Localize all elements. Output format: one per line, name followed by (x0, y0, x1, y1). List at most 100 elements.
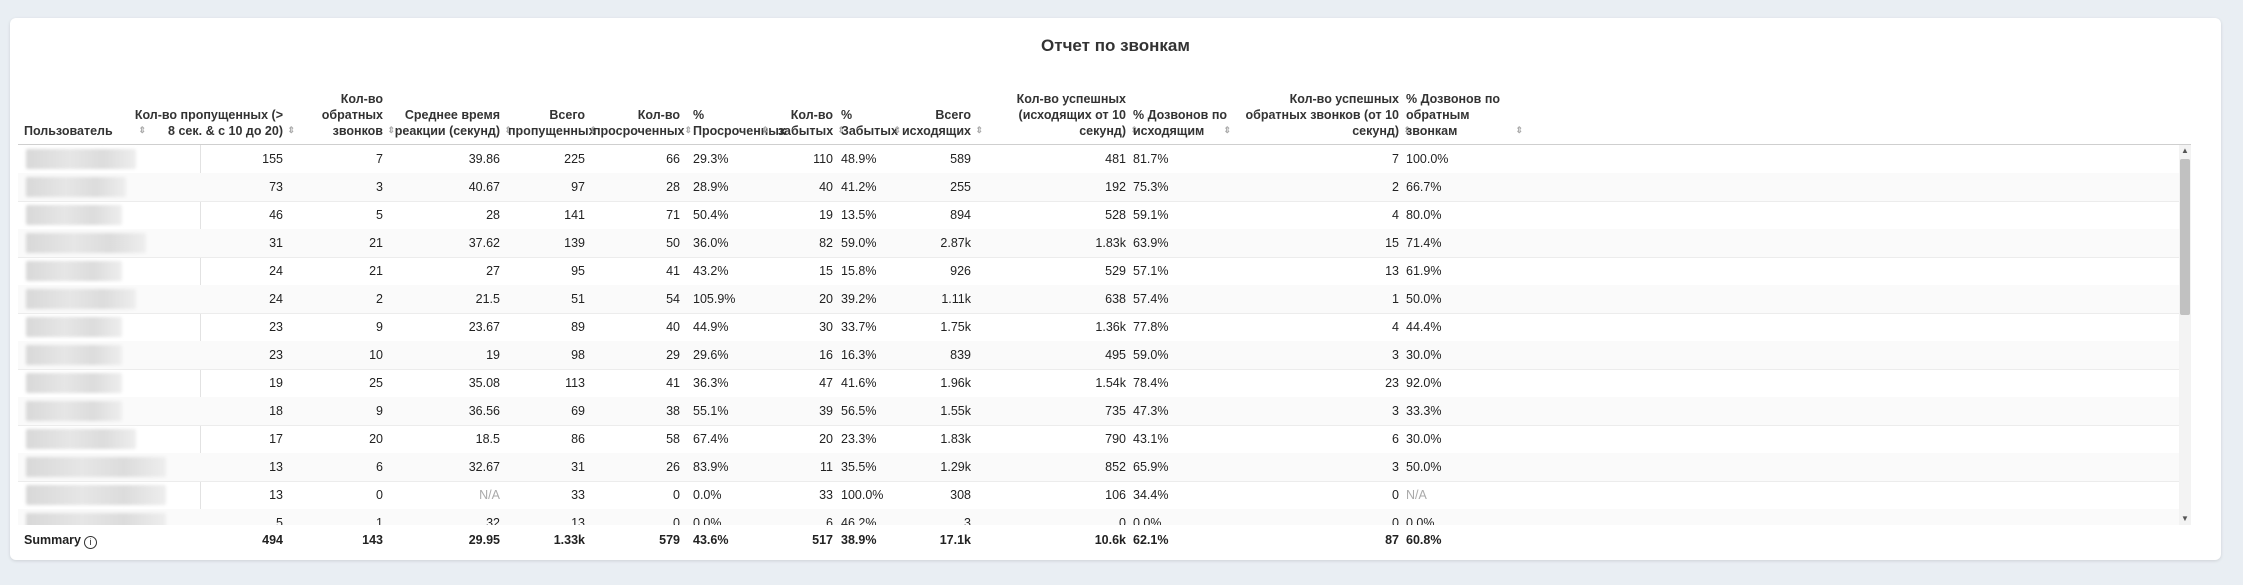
table-row[interactable]: 18 9 36.56 69 38 55.1% 39 56.5% 1.55k 735 47.3% 3 33… (18, 397, 2179, 426)
table-cell: 9 (376, 320, 383, 334)
table-cell: 19 (486, 348, 500, 362)
scroll-up-icon[interactable]: ▲ (2181, 146, 2189, 155)
column-header-9[interactable]: % Забытых ⇕ (841, 88, 901, 144)
table-cell: 59.0% (841, 236, 877, 250)
column-header-13[interactable]: Кол-во успешных обратных звонков (от 10 … (1238, 88, 1411, 144)
table-cell: 7 (376, 152, 383, 166)
table-row[interactable]: 24 2 21.5 51 54 105.9% 20 39.2% 1.11k 638 57.4% 1 50… (18, 285, 2179, 314)
user-name-redacted (26, 233, 146, 253)
table-cell: 66.7% (1406, 180, 1442, 194)
table-cell: 18 (269, 404, 283, 418)
info-icon[interactable]: i (83, 536, 97, 549)
column-header-5[interactable]: Всего пропущенных ⇕ (508, 88, 597, 144)
table-cell: 15 (1385, 236, 1399, 250)
sort-icon[interactable]: ⇕ (837, 125, 845, 135)
summary-cell: 38.9% (841, 533, 877, 547)
column-header-7[interactable]: % Просроченных ⇕ (693, 88, 786, 144)
table-row[interactable]: 24 21 27 95 41 43.2% 15 15.8% 926 529 57.1% 13 61.9% (18, 257, 2179, 286)
sort-icon[interactable]: ⇕ (504, 125, 512, 135)
table-cell: 1 (376, 516, 383, 525)
summary-cell: 143 (362, 533, 383, 547)
table-cell: 6 (826, 516, 833, 525)
table-cell: 46.2% (841, 516, 877, 525)
sort-icon[interactable]: ⇕ (387, 125, 395, 135)
sort-icon[interactable]: ⇕ (589, 125, 597, 135)
table-cell: 3 (964, 516, 971, 525)
sort-icon[interactable]: ⇕ (975, 125, 983, 135)
sort-icon[interactable]: ⇕ (138, 125, 146, 135)
report-card: Отчет по звонкам Пользователь ⇕ Кол-во про… (10, 18, 2221, 560)
column-header-8[interactable]: Кол-во забытых ⇕ (778, 88, 845, 144)
column-header-label: % Забытых (841, 108, 898, 138)
column-header-1[interactable]: Пользователь ⇕ (24, 88, 146, 144)
table-body[interactable]: 155 7 39.86 225 66 29.3% 110 48.9% 589 481 81.7% 7 1… (18, 145, 2179, 525)
table-row[interactable]: 73 3 40.67 97 28 28.9% 40 41.2% 255 192 75.3% 2 66.7… (18, 173, 2179, 202)
column-header-label: % Дозвонов по исходящим (1133, 108, 1228, 138)
table-cell: 1.96k (940, 376, 971, 390)
column-header-14[interactable]: % Дозвонов по обратным звонкам ⇕ (1406, 88, 1523, 144)
column-header-12[interactable]: % Дозвонов по исходящим ⇕ (1133, 88, 1231, 144)
summary-cell: 494 (262, 533, 283, 547)
table-cell: 9 (376, 404, 383, 418)
sort-icon[interactable]: ⇕ (893, 125, 901, 135)
table-cell: 6 (376, 460, 383, 474)
table-cell: 35.08 (468, 376, 500, 390)
sort-icon[interactable]: ⇕ (684, 125, 692, 135)
column-header-label: Всего исходящих (902, 108, 971, 138)
table-row[interactable]: 13 0 N/A 33 0 0.0% 33 100.0% 308 106 34.4% 0 N/A (18, 481, 2179, 510)
column-header-4[interactable]: Среднее время реакции (секунд) ⇕ (393, 88, 512, 144)
sort-icon[interactable]: ⇕ (1403, 125, 1411, 135)
table-cell: 1.55k (940, 404, 971, 418)
sort-icon[interactable]: ⇕ (761, 125, 769, 135)
table-cell: 86 (571, 432, 585, 446)
table-cell: 54 (666, 292, 680, 306)
table-cell: 1 (1392, 292, 1399, 306)
table-cell: 926 (950, 264, 971, 278)
column-header-11[interactable]: Кол-во успешных (исходящих от 10 секунд)… (978, 88, 1138, 144)
table-row[interactable]: 17 20 18.5 86 58 67.4% 20 23.3% 1.83k 790 43.1% 6 30… (18, 425, 2179, 454)
table-cell: 21.5 (475, 292, 500, 306)
table-cell: 528 (1105, 208, 1126, 222)
table-row[interactable]: 155 7 39.86 225 66 29.3% 110 48.9% 589 481 81.7% 7 1… (18, 145, 2179, 174)
table-cell: 78.4% (1133, 376, 1169, 390)
table-row[interactable]: 23 9 23.67 89 40 44.9% 30 33.7% 1.75k 1.36k 77.8% 4… (18, 313, 2179, 342)
table-cell: 1.75k (940, 320, 971, 334)
table-cell: 31 (571, 460, 585, 474)
table-row[interactable]: 5 1 32 13 0 0.0% 6 46.2% 3 0 0.0% 0 0.0% (18, 509, 2179, 525)
table-cell: 44.9% (693, 320, 729, 334)
table-cell: 0.0% (693, 488, 722, 502)
table-row[interactable]: 46 5 28 141 71 50.4% 19 13.5% 894 528 59.1% 4 80.0% (18, 201, 2179, 230)
table-cell: 4 (1392, 320, 1399, 334)
table-cell: 3 (1392, 348, 1399, 362)
table-cell: 0.0% (1406, 516, 1435, 525)
table-cell: 894 (950, 208, 971, 222)
table-row[interactable]: 19 25 35.08 113 41 36.3% 47 41.6% 1.96k 1.54k 78.4… (18, 369, 2179, 398)
summary-cell: 17.1k (939, 533, 971, 547)
vertical-scrollbar[interactable]: ▲ ▼ (2179, 145, 2191, 525)
table-row[interactable]: 13 6 32.67 31 26 83.9% 11 35.5% 1.29k 852 65.9% 3 50… (18, 453, 2179, 482)
table-cell: 33.7% (841, 320, 877, 334)
column-header-6[interactable]: Кол-во просроченных ⇕ (593, 88, 692, 144)
table-row[interactable]: 23 10 19 98 29 29.6% 16 16.3% 839 495 59.0% 3 30.0% (18, 341, 2179, 370)
table-cell: 735 (1105, 404, 1126, 418)
column-header-2[interactable]: Кол-во пропущенных (> 8 сек. & с 10 до 2… (128, 88, 295, 144)
column-header-10[interactable]: Всего исходящих ⇕ (898, 88, 983, 144)
column-header-3[interactable]: Кол-во обратных звонков ⇕ (288, 88, 395, 144)
summary-label-cell: Summary i (24, 530, 144, 550)
table-cell: 98 (571, 348, 585, 362)
table-cell: 13 (571, 516, 585, 525)
table-cell: 35.5% (841, 460, 877, 474)
user-column-divider (200, 145, 201, 525)
table-cell: 15 (819, 264, 833, 278)
scrollbar-thumb[interactable] (2180, 159, 2190, 315)
table-cell: 139 (564, 236, 585, 250)
sort-icon[interactable]: ⇕ (1515, 125, 1523, 135)
sort-icon[interactable]: ⇕ (1130, 125, 1138, 135)
table-cell: 40 (819, 180, 833, 194)
scroll-down-icon[interactable]: ▼ (2181, 514, 2189, 523)
sort-icon[interactable]: ⇕ (287, 125, 295, 135)
user-name-redacted (26, 457, 166, 477)
column-header-label: % Дозвонов по обратным звонкам (1406, 92, 1501, 138)
table-row[interactable]: 31 21 37.62 139 50 36.0% 82 59.0% 2.87k 1.83k 63.9… (18, 229, 2179, 258)
sort-icon[interactable]: ⇕ (1223, 125, 1231, 135)
